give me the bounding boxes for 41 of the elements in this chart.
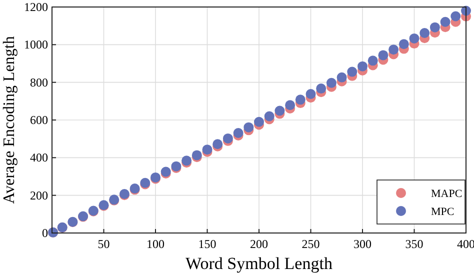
point bbox=[368, 56, 378, 66]
y-tick-label: 200 bbox=[30, 188, 48, 202]
point bbox=[378, 50, 388, 60]
point bbox=[316, 84, 326, 94]
y-tick-label: 600 bbox=[30, 113, 48, 127]
point bbox=[264, 111, 274, 122]
x-tick-label: 100 bbox=[146, 237, 164, 251]
y-axis-title: Average Encoding Length bbox=[1, 36, 18, 204]
point bbox=[233, 128, 244, 138]
x-axis-title: Word Symbol Length bbox=[186, 254, 333, 273]
point bbox=[306, 89, 316, 100]
point bbox=[326, 78, 336, 88]
x-tick-label: 300 bbox=[354, 237, 372, 251]
point bbox=[440, 16, 450, 27]
point bbox=[254, 116, 264, 127]
y-tick-label: 0 bbox=[42, 226, 48, 240]
point bbox=[398, 39, 409, 50]
point bbox=[222, 133, 233, 144]
point bbox=[358, 61, 368, 72]
point bbox=[244, 122, 254, 132]
x-tick-label: 50 bbox=[98, 237, 110, 251]
point bbox=[450, 11, 461, 22]
legend-label: MPC bbox=[431, 206, 454, 218]
y-tick-label: 800 bbox=[30, 75, 48, 90]
x-tick-label: 250 bbox=[302, 237, 320, 251]
point bbox=[347, 66, 358, 77]
point bbox=[430, 22, 440, 32]
point bbox=[420, 28, 430, 38]
legend-label: MAPC bbox=[431, 188, 462, 200]
y-tick-label: 1000 bbox=[24, 38, 48, 52]
x-tick-label: 200 bbox=[250, 237, 268, 251]
point bbox=[336, 72, 347, 82]
point bbox=[409, 33, 420, 44]
point bbox=[295, 94, 306, 105]
point bbox=[285, 100, 296, 110]
y-tick-label: 400 bbox=[30, 150, 48, 165]
x-tick-label: 350 bbox=[405, 237, 424, 251]
point bbox=[388, 44, 399, 55]
point bbox=[274, 106, 285, 116]
y-tick-label: 1200 bbox=[24, 0, 48, 14]
x-tick-label: 150 bbox=[198, 237, 216, 251]
